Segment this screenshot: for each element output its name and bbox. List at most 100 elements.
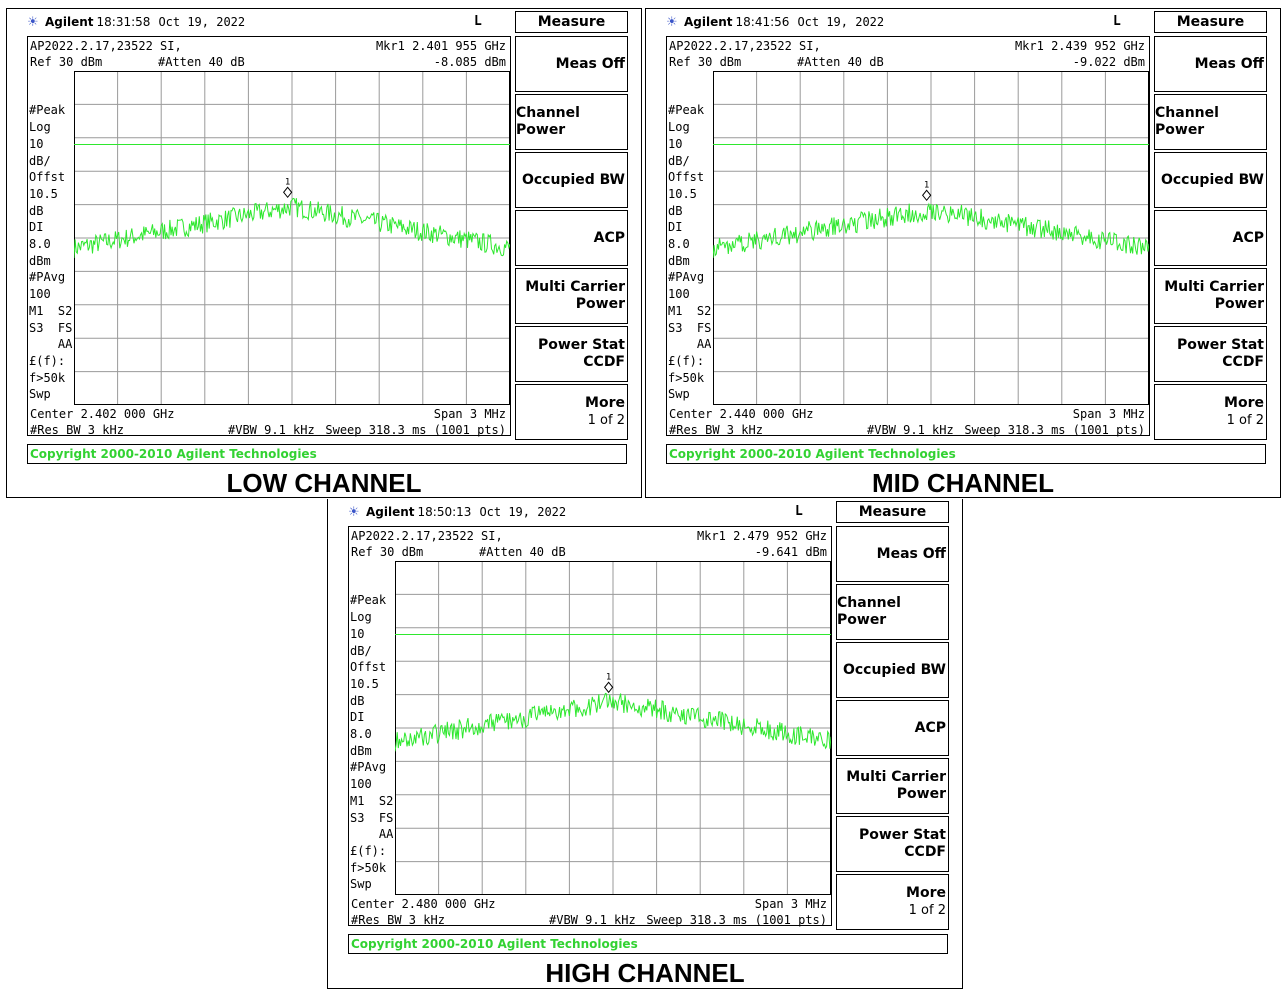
meas-off-softkey[interactable]: Meas Off [836,526,949,582]
sidebar-line: 10 [350,626,365,641]
sidebar-line: f>50k [668,370,705,385]
ref-level: Ref 30 dBm [30,55,103,69]
sidebar-line: 100 [29,287,51,302]
sidebar-line: dBm [668,253,690,268]
spectrum-trace [713,202,1149,259]
acp-softkey[interactable]: ACP [515,210,628,266]
sidebar-line: 8.0 [29,237,51,252]
attenuation: #Atten 40 dB [158,55,245,69]
power-stat-ccdf-softkey[interactable]: Power Stat CCDF [1154,326,1267,382]
sidebar-line: dBm [29,253,51,268]
multi-carrier-power-softkey[interactable]: Multi Carrier Power [1154,268,1267,324]
sidebar-line: f>50k [350,860,387,875]
file-label: AP2022.2.17,23522 SI, [30,39,182,53]
marker-level: -9.022 dBm [1072,55,1145,69]
sidebar-line: #PAvg [29,270,66,285]
sidebar-line: Offst [668,170,705,185]
sidebar-line: £(f): [350,843,387,858]
channel-power-softkey[interactable]: Channel Power [1154,94,1267,150]
acp-softkey[interactable]: ACP [836,700,949,756]
analyzer-panel-mid: ☀ Agilent 18:41:56 Oct 19, 2022 L AP2022.2.… [645,8,1281,498]
status-header: ☀ Agilent 18:31:58 Oct 19, 2022 [27,13,507,31]
video-bandwidth: #VBW 9.1 kHz [867,423,954,437]
local-flag: L [474,14,482,29]
sidebar-line: Offst [29,170,66,185]
channel-caption: LOW CHANNEL [226,468,422,498]
sidebar-line: dB [350,693,365,708]
center-frequency: Center 2.480 000 GHz [351,897,496,911]
timestamp-date: Oct 19, 2022 [797,15,885,29]
meas-off-softkey[interactable]: Meas Off [515,36,628,92]
grid-lines [713,71,1149,405]
spectrum-trace [395,692,831,752]
power-stat-ccdf-softkey[interactable]: Power Stat CCDF [515,326,628,382]
sidebar-line: Offst [350,660,387,675]
marker-frequency: Mkr1 2.479 952 GHz [696,529,827,543]
sidebar-line: 100 [350,777,372,792]
attenuation: #Atten 40 dB [797,55,884,69]
sidebar-line: Log [29,120,51,135]
brand-name: Agilent [45,15,94,29]
file-label: AP2022.2.17,23522 SI, [669,39,821,53]
sweep-time: Sweep 318.3 ms (1001 pts) [964,423,1145,437]
display-screen: AP2022.2.17,23522 SI, Mkr1 2.479 952 GHz… [348,526,832,927]
status-header: ☀ Agilent 18:50:13 Oct 19, 2022 [348,503,828,521]
more-softkey[interactable]: More 1 of 2 [515,384,628,440]
channel-caption: HIGH CHANNEL [545,958,745,988]
sidebar-line: AA [29,337,73,352]
occupied-bw-softkey[interactable]: Occupied BW [515,152,628,208]
sidebar-line: £(f): [29,353,66,368]
multi-carrier-power-softkey[interactable]: Multi Carrier Power [515,268,628,324]
sidebar-line: #PAvg [350,760,387,775]
timestamp-time: 18:31:58 [96,15,151,29]
grid-lines [74,71,510,405]
spectrum-graticule: 1 [713,71,1149,405]
span: Span 3 MHz [754,897,827,911]
status-header: ☀ Agilent 18:41:56 Oct 19, 2022 [666,13,1146,31]
multi-carrier-power-softkey[interactable]: Multi Carrier Power [836,758,949,814]
sidebar-line: M1 S2 [350,793,394,808]
marker-level: -8.085 dBm [433,55,506,69]
copyright-bar: Copyright 2000-2010 Agilent Technologies [348,934,948,954]
marker-1: 1 [921,180,932,202]
channel-power-softkey[interactable]: Channel Power [836,584,949,640]
sidebar-line: 100 [668,287,690,302]
sidebar-line: 10.5 [668,186,697,201]
sidebar-line: dBm [350,743,372,758]
more-softkey[interactable]: More 1 of 2 [836,874,949,930]
span: Span 3 MHz [1072,407,1145,421]
agilent-logo-icon: ☀ [348,505,360,520]
menu-title: Measure [515,11,628,33]
occupied-bw-softkey[interactable]: Occupied BW [1154,152,1267,208]
spectrum-trace [74,197,510,259]
sidebar-line: #Peak [668,103,705,118]
timestamp-time: 18:50:13 [417,505,472,519]
meas-off-softkey[interactable]: Meas Off [1154,36,1267,92]
settings-sidebar: #Peak Log 10 dB/Offst 10.5 dB DI 8.0 dBm #PAvg 100… [350,559,394,926]
sidebar-line: 10 [668,136,683,151]
file-label: AP2022.2.17,23522 SI, [351,529,503,543]
marker-1: 1 [282,177,293,199]
analyzer-panel-low: ☀ Agilent 18:31:58 Oct 19, 2022 L AP2022.2.… [6,8,642,498]
sidebar-line: £(f): [668,353,705,368]
channel-caption: MID CHANNEL [872,468,1054,498]
sidebar-line: DI [29,220,44,235]
sidebar-line: 8.0 [350,727,372,742]
sidebar-line: S3 FS [29,320,73,335]
marker-frequency: Mkr1 2.439 952 GHz [1014,39,1145,53]
channel-power-softkey[interactable]: Channel Power [515,94,628,150]
more-softkey[interactable]: More 1 of 2 [1154,384,1267,440]
marker-label: 1 [606,672,611,682]
acp-softkey[interactable]: ACP [1154,210,1267,266]
sidebar-line: DI [350,710,365,725]
sidebar-line: 10 [29,136,44,151]
marker-1: 1 [603,672,614,694]
timestamp-date: Oct 19, 2022 [158,15,246,29]
settings-sidebar: #Peak Log 10 dB/Offst 10.5 dB DI 8.0 dBm #PAvg 100… [29,69,73,436]
power-stat-ccdf-softkey[interactable]: Power Stat CCDF [836,816,949,872]
sidebar-line: AA [668,337,712,352]
center-frequency: Center 2.402 000 GHz [30,407,175,421]
sidebar-line: AA [350,827,394,842]
brand-name: Agilent [366,505,415,519]
occupied-bw-softkey[interactable]: Occupied BW [836,642,949,698]
